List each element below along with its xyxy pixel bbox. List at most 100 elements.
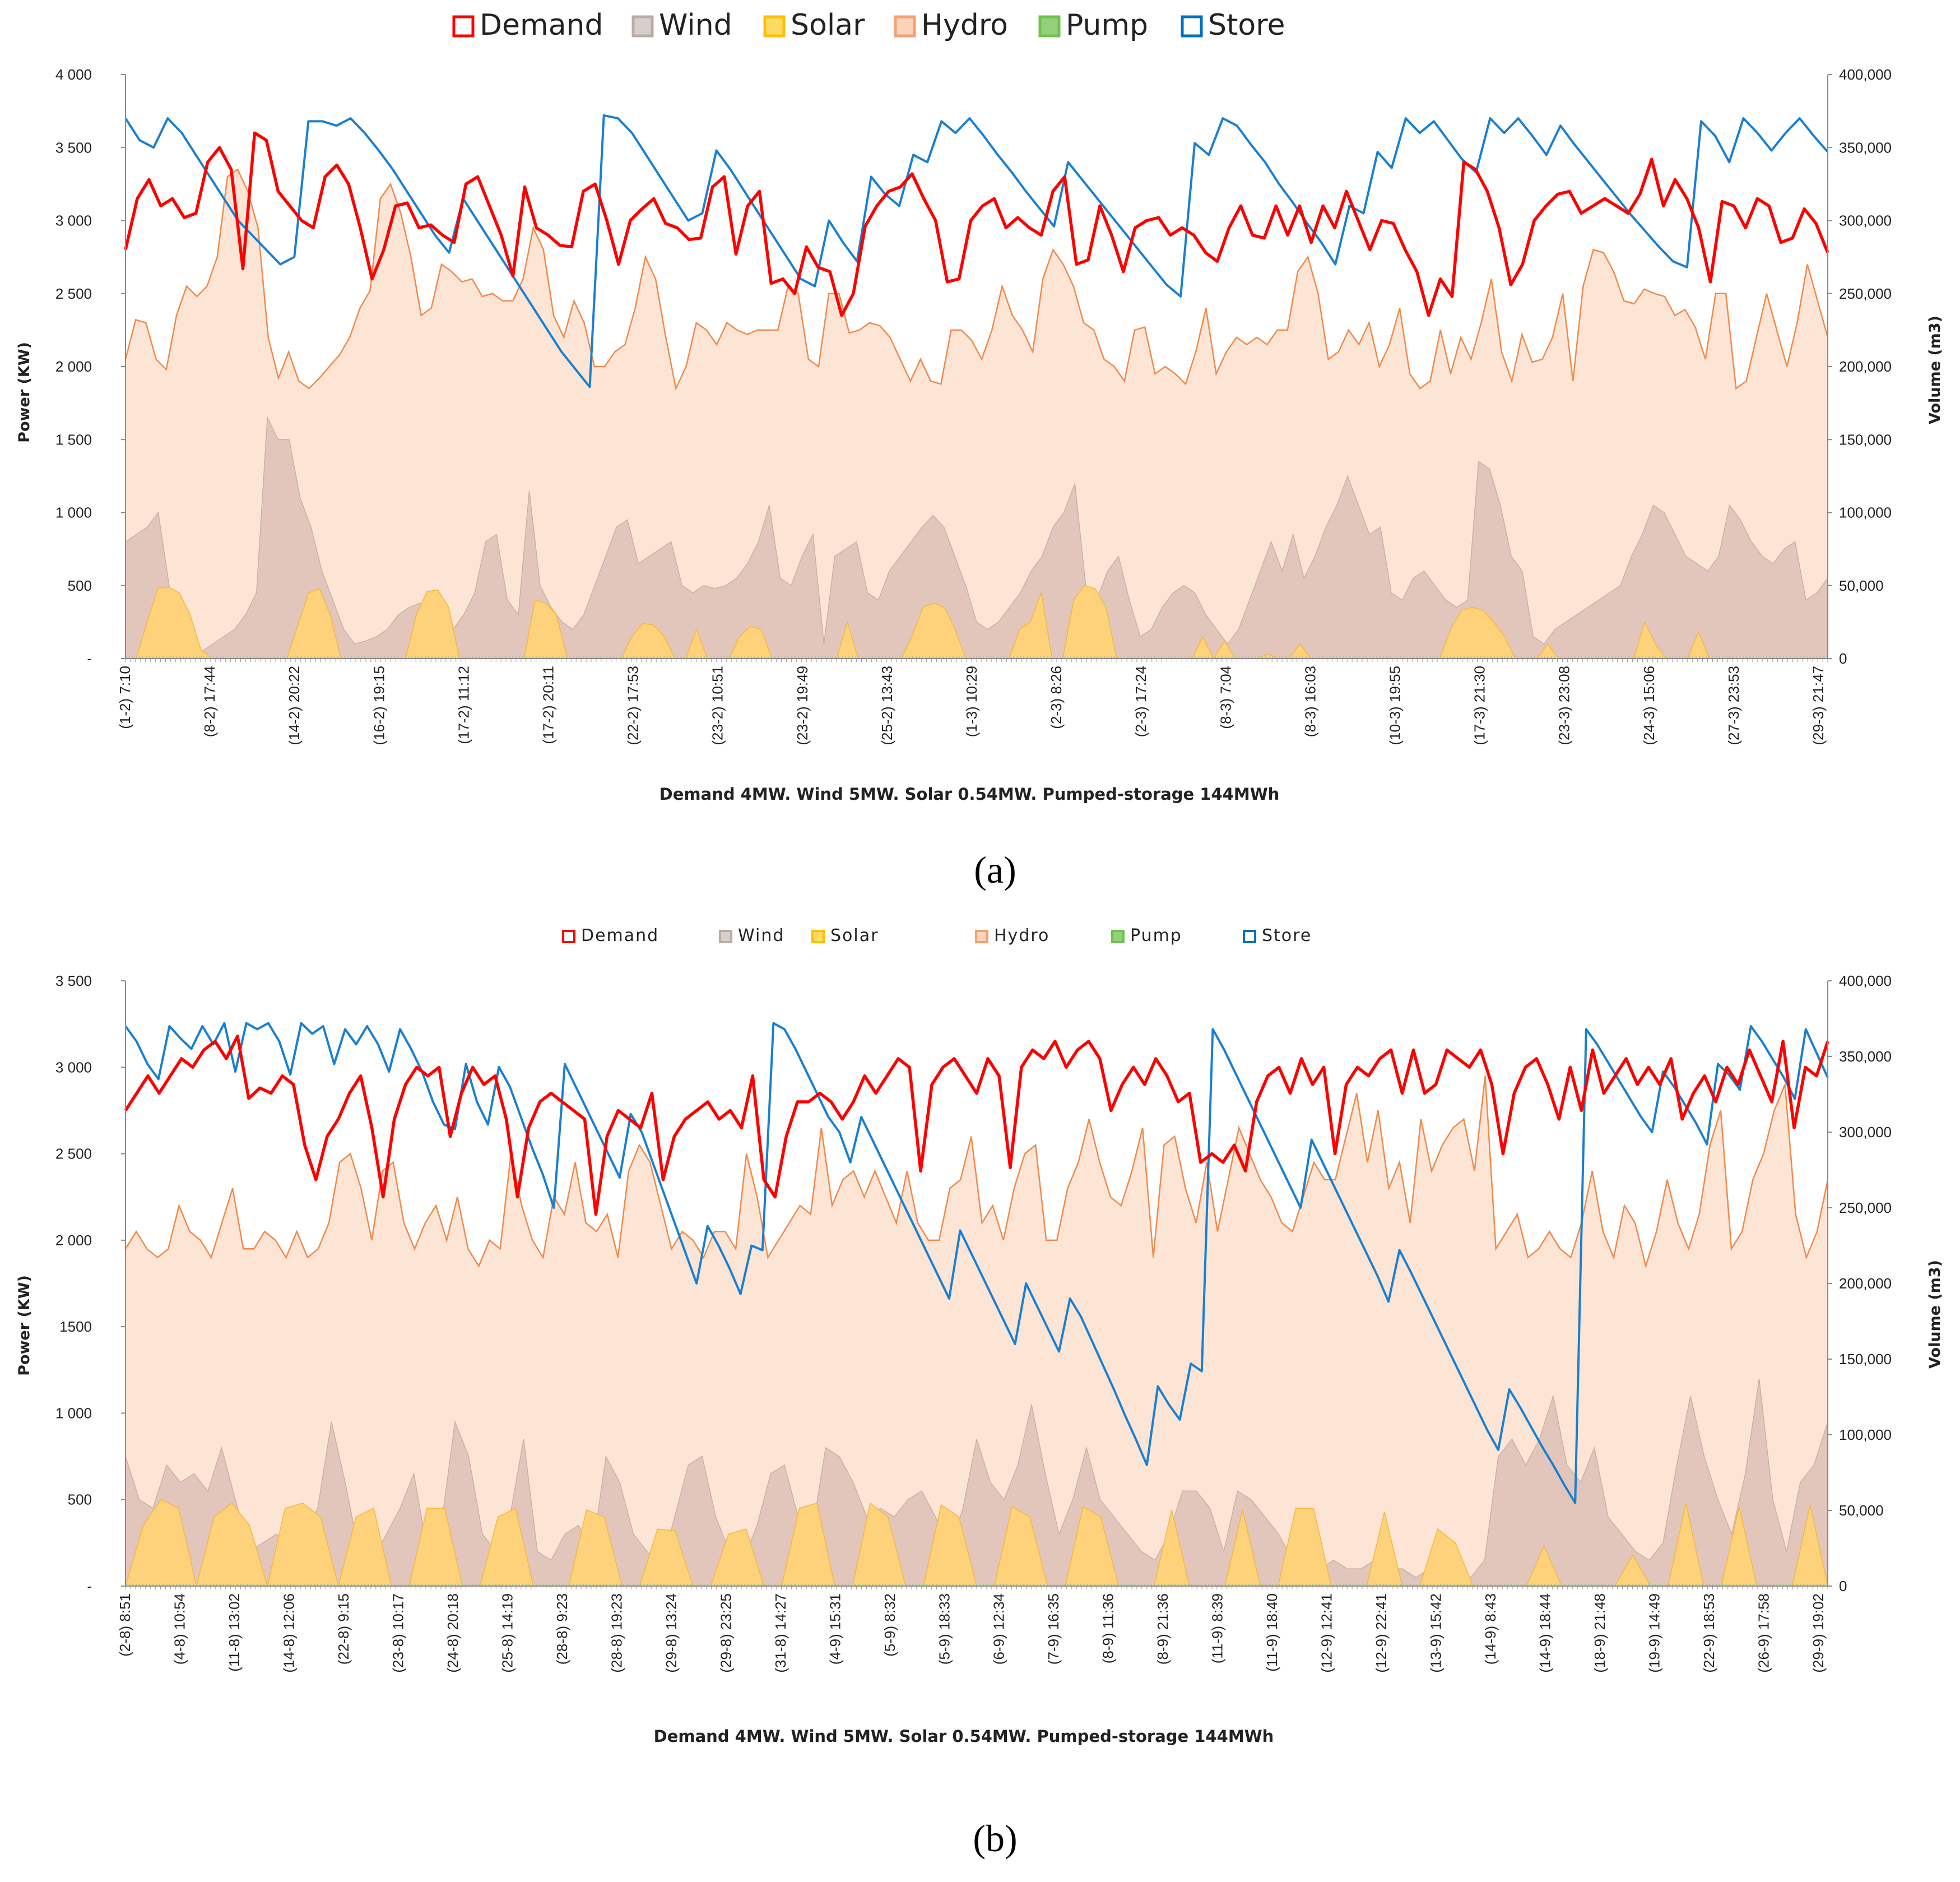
- x-tick-label: (17-2) 20:11: [540, 666, 557, 744]
- y2-tick-label: 50,000: [1839, 1502, 1884, 1519]
- y2-tick-label: 200,000: [1839, 1275, 1892, 1292]
- y2-tick-label: 350,000: [1839, 139, 1892, 156]
- panel-label-b: (b): [973, 1817, 1017, 1860]
- y2-tick-label: 100,000: [1839, 1426, 1892, 1443]
- y-tick-label: 500: [68, 1491, 92, 1508]
- x-tick-label: (29-3) 21:47: [1810, 666, 1827, 745]
- y-tick-label: 2 000: [55, 358, 92, 375]
- legend-swatch-demand: [452, 15, 475, 38]
- y-tick-label: 1 000: [55, 504, 92, 521]
- y-tick-label: 1 500: [55, 431, 92, 448]
- x-tick-label: (14-9) 8:43: [1482, 1593, 1499, 1665]
- y2-tick-label: 300,000: [1839, 212, 1892, 229]
- legend-label-store: Store: [1208, 8, 1285, 42]
- x-tick-label: (5-9) 18:33: [936, 1593, 953, 1665]
- x-tick-label: (17-2) 11:12: [455, 666, 472, 744]
- legend-label-demand: Demand: [581, 926, 659, 945]
- x-tick-label: (13-9) 15:42: [1428, 1593, 1445, 1673]
- legend-label-pump: Pump: [1130, 926, 1182, 945]
- x-tick-label: (27-3) 23:53: [1725, 666, 1742, 745]
- y2-tick-label: 100,000: [1839, 504, 1892, 521]
- x-tick-label: (11-9) 18:40: [1264, 1593, 1280, 1672]
- area-solar: [126, 585, 1828, 659]
- y-tick-label: -: [87, 1578, 92, 1594]
- x-tick-label: (23-2) 10:51: [709, 666, 726, 745]
- x-tick-label: (16-2) 19:15: [370, 666, 387, 745]
- chart-panel-a: Demand Wind Solar Hydro Pump Store - 500 1 000 1…: [16, 8, 1944, 891]
- x-tick-label: (23-2) 19:49: [794, 666, 811, 745]
- series-store: [124, 1022, 1829, 1504]
- legend-label-wind: Wind: [738, 926, 784, 945]
- area-edge-wind: [125, 416, 1828, 652]
- area-hydro: [126, 1076, 1828, 1586]
- area-edge-wind: [125, 1378, 1828, 1578]
- legend-swatch-solar: [811, 930, 825, 943]
- legend-label-store: Store: [1262, 926, 1312, 945]
- x-tick-label: (12-9) 22:41: [1373, 1593, 1390, 1673]
- legend-swatch-demand: [562, 930, 575, 943]
- x-tick-label: (14-2) 20:22: [286, 666, 303, 745]
- plot-area-b: [124, 1022, 1829, 1588]
- x-tick-label: (7-9) 16:35: [1045, 1593, 1062, 1665]
- x-tick-label: (4-8) 10:54: [171, 1593, 188, 1665]
- x-tick-label: (17-3) 21:30: [1471, 666, 1488, 745]
- y2-tick-label: 0: [1839, 650, 1847, 667]
- y2-tick-label: 350,000: [1839, 1048, 1892, 1065]
- legend-label-solar: Solar: [830, 926, 879, 945]
- x-tick-label: (23-8) 10:17: [389, 1593, 406, 1673]
- series-demand: [124, 131, 1829, 317]
- x-tick-label: (14-8) 12:06: [281, 1593, 298, 1673]
- y2-tick-label: 50,000: [1839, 577, 1884, 594]
- x-tick-label: (29-8) 23:25: [717, 1593, 734, 1673]
- x-tick-label: (24-3) 15:06: [1641, 666, 1657, 745]
- x-tick-label: (29-9) 19:02: [1810, 1593, 1827, 1673]
- x-axis-label-b: Demand 4MW. Wind 5MW. Solar 0.54MW. Pump…: [654, 1727, 1274, 1746]
- y-tick-label: 1500: [59, 1318, 92, 1335]
- legend-swatch-pump: [1111, 930, 1125, 943]
- y-tick-label: 500: [68, 577, 92, 594]
- y-tick-label: 4 000: [55, 66, 92, 83]
- legend-a: Demand Wind Solar Hydro Pump Store: [452, 8, 1285, 42]
- x-tick-label: (1-3) 10:29: [963, 666, 980, 737]
- x-tick-label: (10-3) 19:55: [1387, 666, 1404, 745]
- x-tick-label: (22-9) 18:53: [1701, 1593, 1717, 1673]
- legend-swatch-store: [1243, 930, 1256, 943]
- legend-swatch-wind: [719, 930, 732, 943]
- series-demand: [124, 1034, 1829, 1216]
- y-tick-label: 2 000: [55, 1232, 92, 1249]
- y2-tick-label: 200,000: [1839, 358, 1892, 375]
- legend-label-wind: Wind: [659, 8, 732, 42]
- x-tick-label: (25-8) 14:19: [499, 1593, 515, 1673]
- y2-tick-label: 300,000: [1839, 1124, 1892, 1141]
- y-axis-label-b: Power (KW): [16, 1275, 33, 1376]
- y-tick-label: 3 000: [55, 212, 92, 229]
- y-tick-label: -: [87, 650, 92, 667]
- y-tick-label: 3 000: [55, 1059, 92, 1076]
- axes-b: - 500 1 000 1500 2 000 2 500 3 000 3 500 0 50,000…: [55, 972, 1892, 1673]
- x-tick-label: (11-9) 8:39: [1209, 1593, 1226, 1663]
- chart-panel-b: Demand Wind Solar Hydro Pump Store - 500 1 000 1…: [16, 926, 1944, 1860]
- y2-tick-label: 150,000: [1839, 431, 1892, 448]
- x-tick-label: (8-3) 16:03: [1302, 666, 1318, 737]
- legend-label-hydro: Hydro: [994, 926, 1049, 945]
- x-tick-label: (28-8) 9:23: [554, 1593, 570, 1665]
- x-tick-label: (31-8) 14:27: [772, 1593, 789, 1673]
- legend-label-pump: Pump: [1066, 8, 1148, 42]
- x-tick-label: (6-9) 12:34: [991, 1593, 1007, 1665]
- x-tick-label: (2-3) 17:24: [1132, 666, 1149, 737]
- legend-label-demand: Demand: [480, 8, 603, 42]
- x-tick-label: (23-3) 23:08: [1556, 666, 1573, 745]
- x-tick-label: (24-8) 20:18: [444, 1593, 461, 1673]
- y-axis-label-a: Power (KW): [16, 342, 33, 443]
- y-tick-label: 1 000: [55, 1404, 92, 1421]
- y2-tick-label: 250,000: [1839, 1199, 1892, 1216]
- x-tick-label: (8-9) 11:36: [1100, 1593, 1117, 1663]
- area-hydro: [126, 169, 1828, 659]
- x-tick-label: (8-3) 7:04: [1217, 666, 1234, 729]
- y-tick-label: 3 500: [55, 139, 92, 156]
- legend-label-solar: Solar: [791, 8, 865, 42]
- y2-axis-label-b: Volume (m3): [1926, 1260, 1944, 1369]
- area-solar: [126, 1499, 1828, 1586]
- y2-tick-label: 250,000: [1839, 285, 1892, 302]
